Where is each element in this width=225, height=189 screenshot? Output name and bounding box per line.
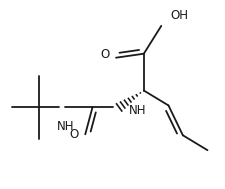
Text: NH: NH (128, 104, 145, 117)
Text: NH: NH (57, 120, 74, 133)
Text: OH: OH (170, 9, 188, 22)
Text: O: O (100, 48, 109, 61)
Text: O: O (70, 128, 79, 141)
